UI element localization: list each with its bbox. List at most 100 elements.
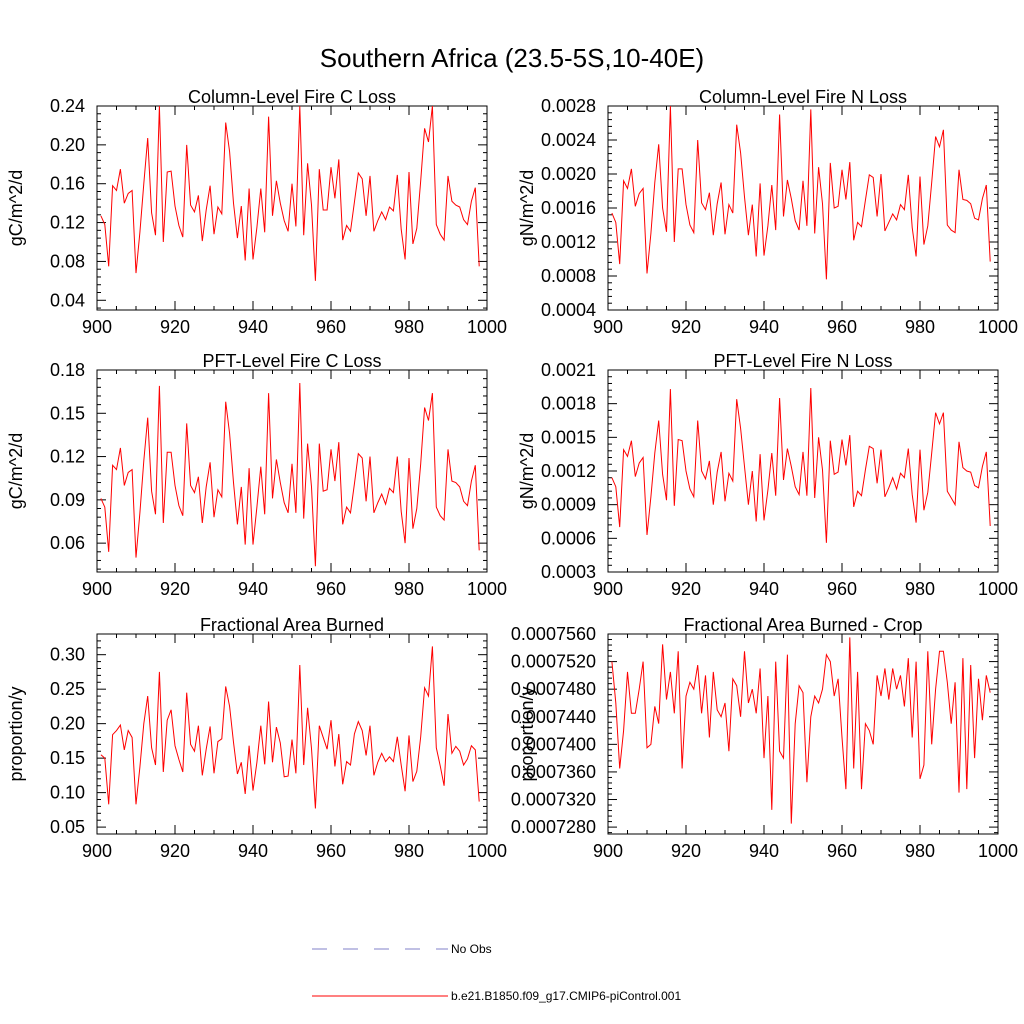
panel-title: PFT-Level Fire N Loss — [713, 351, 892, 371]
y-tick-label: 0.18 — [50, 360, 85, 380]
y-tick-label: 0.0028 — [541, 96, 596, 116]
y-axis-label: gC/m^2/d — [6, 170, 26, 246]
x-tick-label: 900 — [82, 579, 112, 599]
y-axis-label: gN/m^2/d — [517, 170, 537, 246]
y-tick-label: 0.16 — [50, 174, 85, 194]
y-tick-label: 0.0020 — [541, 164, 596, 184]
x-tick-label: 980 — [905, 317, 935, 337]
y-tick-label: 0.08 — [50, 251, 85, 271]
x-tick-label: 920 — [671, 841, 701, 861]
x-tick-label: 1000 — [467, 317, 507, 337]
y-tick-label: 0.0007520 — [511, 652, 596, 672]
y-tick-label: 0.0012 — [541, 461, 596, 481]
series-line — [100, 646, 480, 809]
y-tick-label: 0.09 — [50, 490, 85, 510]
x-tick-label: 980 — [394, 317, 424, 337]
x-tick-label: 960 — [827, 579, 857, 599]
x-tick-label: 900 — [593, 841, 623, 861]
x-tick-label: 980 — [905, 841, 935, 861]
panel-title: Fractional Area Burned — [200, 615, 384, 635]
y-tick-label: 0.15 — [50, 403, 85, 423]
x-tick-label: 1000 — [978, 579, 1018, 599]
y-tick-label: 0.0007280 — [511, 817, 596, 837]
series-line — [100, 382, 480, 567]
x-tick-label: 940 — [238, 579, 268, 599]
panel-6: Fractional Area Burned - Crop proportion/… — [511, 615, 1018, 861]
x-tick-label: 940 — [749, 317, 779, 337]
panel-title: Fractional Area Burned - Crop — [683, 615, 922, 635]
series-line — [611, 105, 991, 280]
y-tick-label: 0.25 — [50, 679, 85, 699]
y-tick-label: 0.04 — [50, 290, 85, 310]
plot-frame — [607, 369, 999, 573]
y-tick-label: 0.30 — [50, 645, 85, 665]
x-tick-label: 1000 — [978, 841, 1018, 861]
y-tick-label: 0.20 — [50, 135, 85, 155]
y-tick-label: 0.0007400 — [511, 734, 596, 754]
y-tick-label: 0.0007320 — [511, 790, 596, 810]
x-tick-label: 960 — [827, 317, 857, 337]
x-tick-label: 900 — [82, 841, 112, 861]
y-tick-label: 0.0008 — [541, 266, 596, 286]
y-tick-label: 0.15 — [50, 748, 85, 768]
x-tick-label: 960 — [316, 841, 346, 861]
panel-title: Column-Level Fire N Loss — [699, 87, 907, 107]
y-tick-label: 0.0012 — [541, 232, 596, 252]
y-tick-label: 0.0004 — [541, 300, 596, 320]
y-axis-label: proportion/y — [6, 686, 26, 781]
y-axis-label: proportion/y — [517, 686, 537, 781]
panel-4: PFT-Level Fire N Loss gN/m^2/d 900 920 940 96… — [517, 351, 1018, 599]
y-tick-label: 0.0007480 — [511, 679, 596, 699]
panels: Column-Level Fire C Loss gC/m^2/d 900 920 94… — [6, 87, 1018, 861]
y-tick-label: 0.0018 — [541, 394, 596, 414]
x-tick-label: 980 — [394, 579, 424, 599]
series-line — [611, 637, 991, 824]
y-tick-label: 0.0009 — [541, 495, 596, 515]
series-line — [611, 387, 991, 543]
y-tick-label: 0.05 — [50, 817, 85, 837]
panel-2: Column-Level Fire N Loss gN/m^2/d 900 920 94… — [517, 87, 1018, 337]
figure-title: Southern Africa (23.5-5S,10-40E) — [320, 43, 704, 73]
plot-frame — [607, 105, 999, 311]
x-tick-label: 920 — [671, 579, 701, 599]
panel-title: PFT-Level Fire C Loss — [202, 351, 381, 371]
x-tick-label: 900 — [82, 317, 112, 337]
x-tick-label: 940 — [749, 841, 779, 861]
y-tick-label: 0.0024 — [541, 130, 596, 150]
y-tick-label: 0.0007560 — [511, 624, 596, 644]
y-axis-label: gC/m^2/d — [6, 433, 26, 509]
y-tick-label: 0.0021 — [541, 360, 596, 380]
plot-frame — [96, 633, 488, 835]
y-axis-label: gN/m^2/d — [517, 433, 537, 509]
panel-1: Column-Level Fire C Loss gC/m^2/d 900 920 94… — [6, 87, 507, 337]
x-tick-label: 940 — [238, 317, 268, 337]
y-tick-label: 0.0007360 — [511, 762, 596, 782]
plot-frame — [96, 105, 488, 311]
y-tick-label: 0.0016 — [541, 198, 596, 218]
y-tick-label: 0.12 — [50, 213, 85, 233]
y-tick-label: 0.20 — [50, 714, 85, 734]
x-tick-label: 960 — [316, 317, 346, 337]
x-tick-label: 1000 — [467, 579, 507, 599]
legend-model-label: b.e21.B1850.f09_g17.CMIP6-piControl.001 — [451, 989, 681, 1003]
legend: No Obs b.e21.B1850.f09_g17.CMIP6-piContr… — [312, 942, 681, 1003]
plot-frame — [96, 369, 488, 573]
panel-title: Column-Level Fire C Loss — [188, 87, 396, 107]
y-tick-label: 0.0003 — [541, 562, 596, 582]
y-tick-label: 0.10 — [50, 783, 85, 803]
y-tick-label: 0.0015 — [541, 427, 596, 447]
x-tick-label: 980 — [905, 579, 935, 599]
x-tick-label: 1000 — [978, 317, 1018, 337]
x-tick-label: 940 — [749, 579, 779, 599]
x-tick-label: 920 — [671, 317, 701, 337]
x-tick-label: 1000 — [467, 841, 507, 861]
x-tick-label: 920 — [160, 841, 190, 861]
x-tick-label: 900 — [593, 317, 623, 337]
y-tick-label: 0.12 — [50, 447, 85, 467]
y-tick-label: 0.0006 — [541, 528, 596, 548]
panel-5: Fractional Area Burned proportion/y 900 920… — [6, 615, 507, 861]
x-tick-label: 920 — [160, 579, 190, 599]
x-tick-label: 940 — [238, 841, 268, 861]
x-tick-label: 980 — [394, 841, 424, 861]
